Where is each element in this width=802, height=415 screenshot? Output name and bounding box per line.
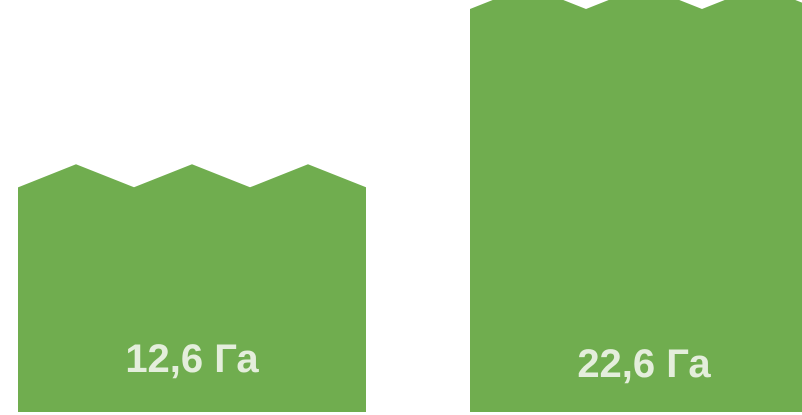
bars-layer — [18, 0, 802, 412]
value-label-2: 22,6 Га — [577, 342, 711, 386]
bar-2 — [470, 0, 802, 412]
value-labels-layer: 12,6 Га 22,6 Га — [125, 337, 711, 386]
value-label-1: 12,6 Га — [125, 337, 259, 381]
bar-1 — [18, 164, 366, 412]
